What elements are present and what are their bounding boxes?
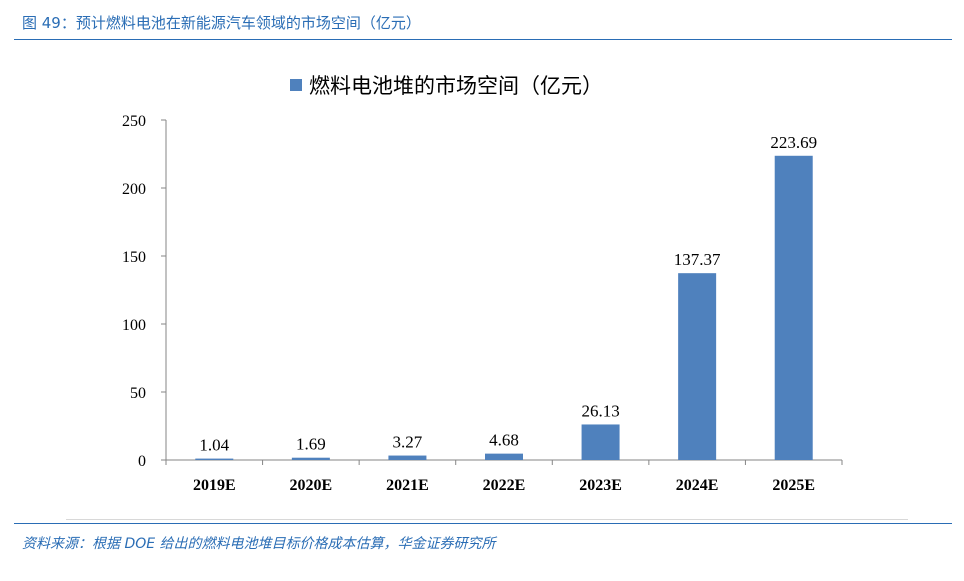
- y-tick-label: 50: [130, 385, 146, 402]
- figure-title: 图 49：预计燃料电池在新能源汽车领域的市场空间（亿元）: [22, 14, 421, 32]
- bar: [581, 424, 620, 460]
- source-note: 资料来源：根据 DOE 给出的燃料电池堆目标价格成本估算，华金证券研究所: [22, 536, 496, 552]
- x-tick-label: 2025E: [772, 477, 815, 494]
- x-tick-label: 2023E: [579, 477, 622, 494]
- data-label: 223.69: [770, 133, 817, 152]
- data-label: 4.68: [489, 431, 519, 450]
- data-label: 3.27: [393, 433, 423, 452]
- bar: [485, 453, 523, 460]
- y-axis: 0 50 100 150 200 250: [122, 113, 167, 470]
- chart-legend: 燃料电池堆的市场空间（亿元）: [290, 74, 603, 98]
- bar: [195, 458, 234, 460]
- data-label: 1.04: [199, 436, 229, 455]
- x-tick-label: 2022E: [483, 477, 526, 494]
- bar: [774, 155, 813, 460]
- legend-label: 燃料电池堆的市场空间（亿元）: [309, 74, 603, 98]
- y-tick-label: 250: [122, 113, 146, 130]
- bar: [291, 457, 330, 460]
- x-axis: 2019E 2020E 2021E 2022E 2023E 2024E 2025E: [165, 459, 843, 494]
- data-label: 1.69: [296, 435, 326, 454]
- legend-swatch: [290, 79, 302, 91]
- x-tick-label: 2024E: [676, 477, 719, 494]
- bottom-divider-light: [66, 519, 908, 520]
- y-tick-label: 200: [122, 181, 146, 198]
- top-divider: [14, 39, 952, 40]
- data-label: 26.13: [581, 401, 619, 420]
- x-tick-label: 2020E: [290, 477, 333, 494]
- y-tick-label: 100: [122, 317, 146, 334]
- bar: [388, 455, 427, 460]
- bars: [195, 155, 813, 460]
- x-tick-label: 2019E: [193, 477, 236, 494]
- y-tick-label: 150: [122, 249, 146, 266]
- data-label: 137.37: [674, 250, 721, 269]
- data-labels: 1.04 1.69 3.27 4.68 26.13 137.37 223.69: [199, 133, 817, 455]
- x-tick-label: 2021E: [386, 477, 429, 494]
- y-tick-label: 0: [138, 453, 146, 470]
- bar: [678, 273, 717, 460]
- bottom-divider: [14, 523, 952, 524]
